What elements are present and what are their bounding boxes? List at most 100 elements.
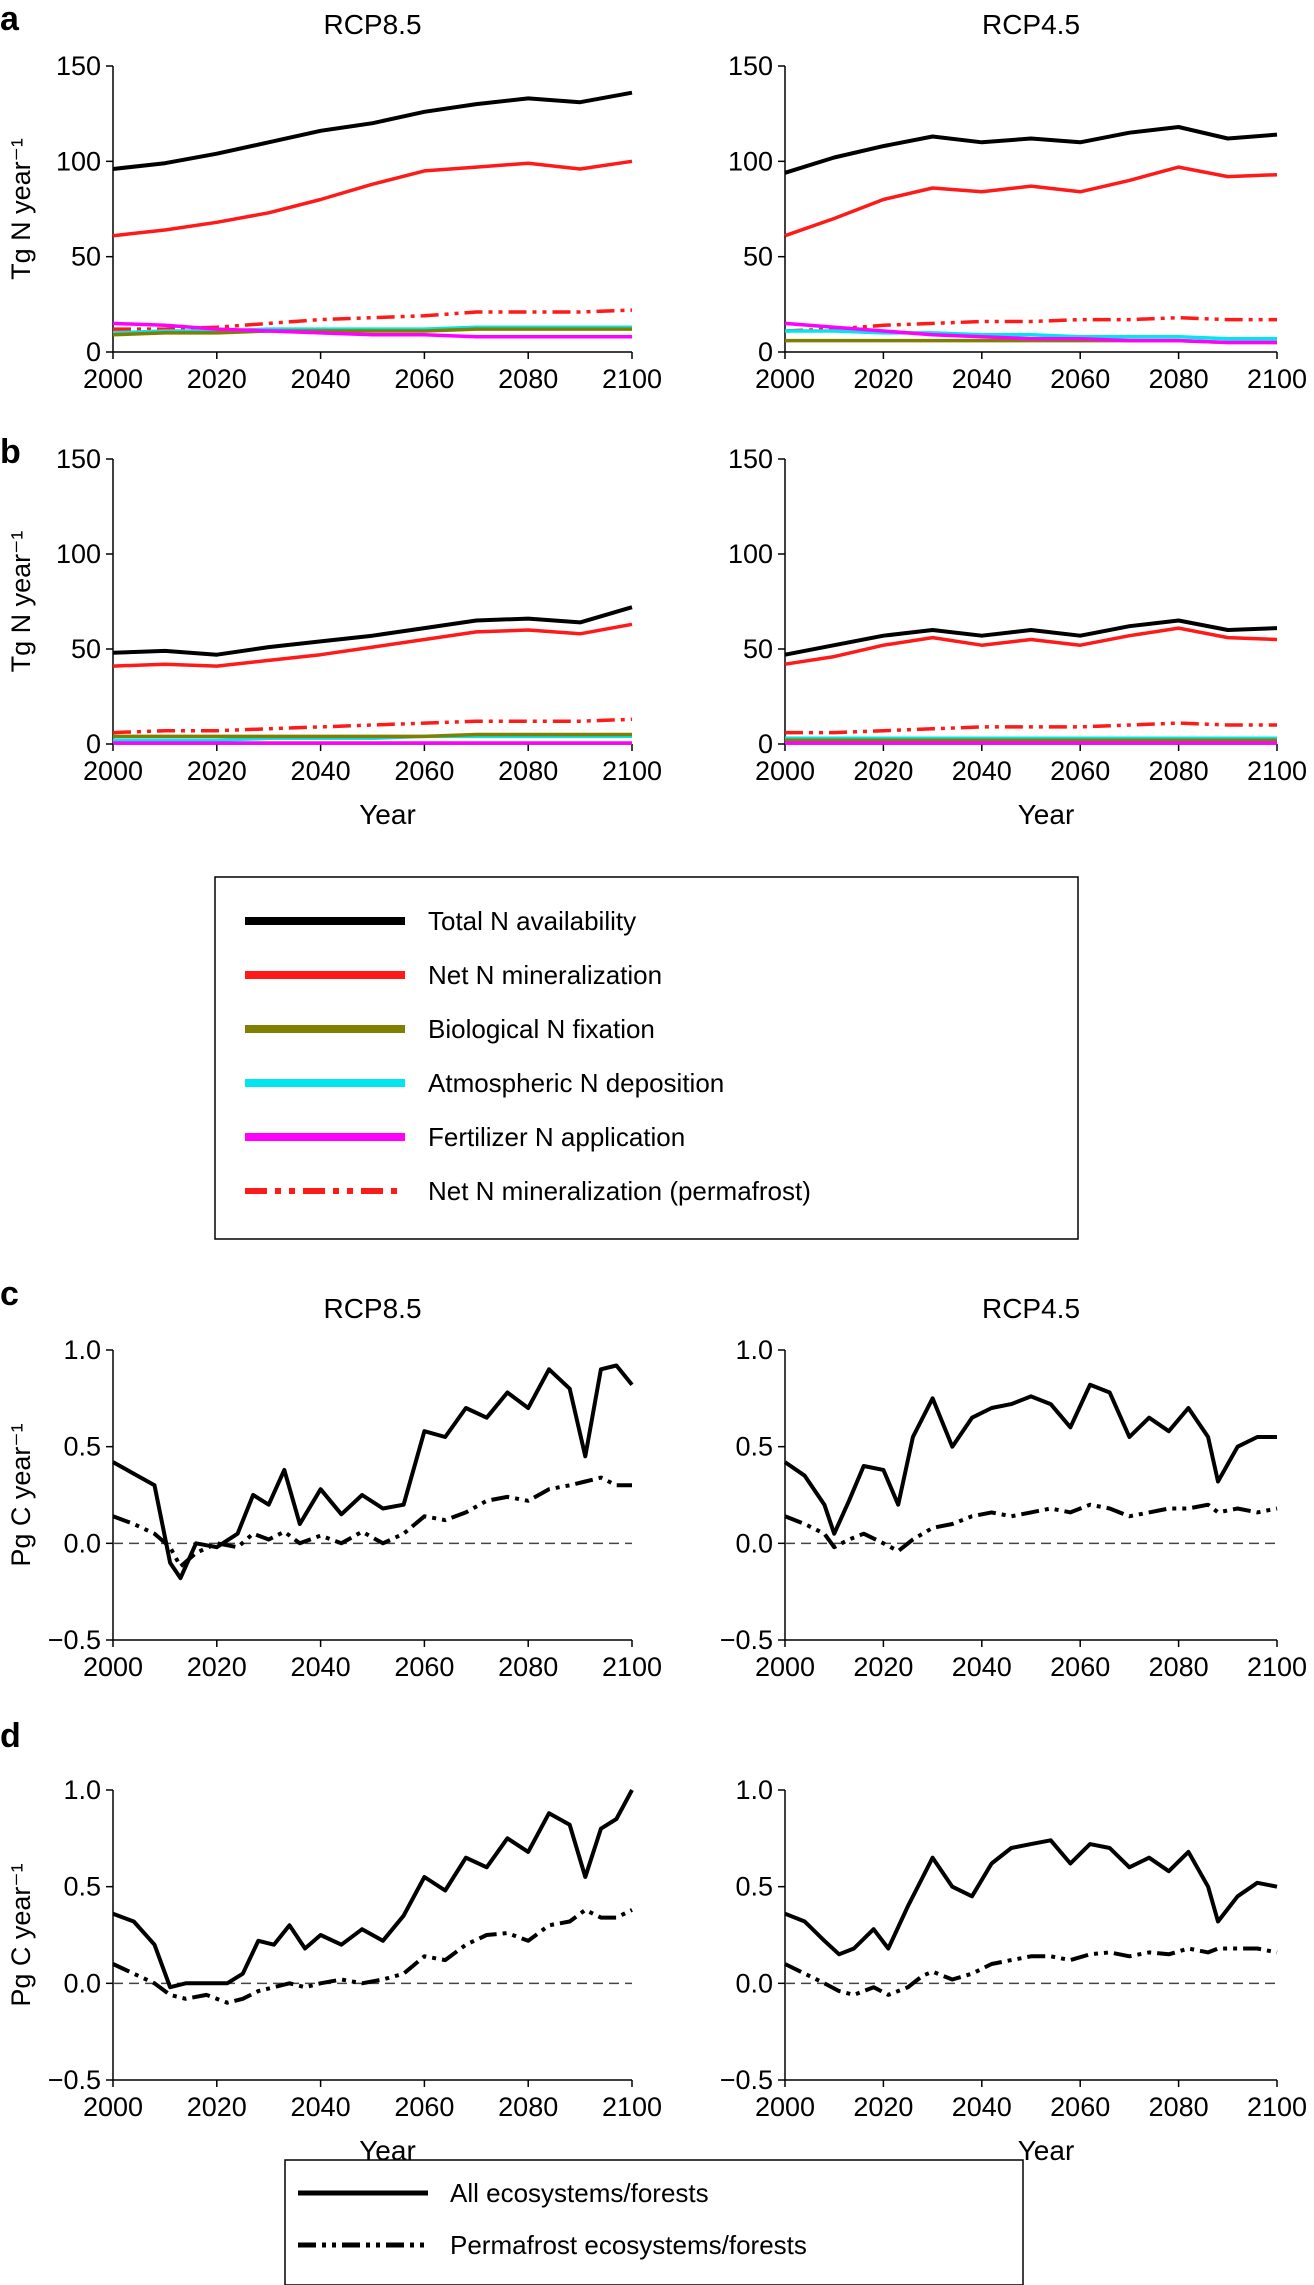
- x-tick-label: 2060: [1050, 2092, 1110, 2122]
- series-line-total: [112, 605, 633, 657]
- x-tick-label: 2100: [1247, 756, 1307, 786]
- x-tick-label: 2000: [755, 756, 815, 786]
- legend-label-total: Total N availability: [428, 906, 636, 936]
- x-tick-label: 2040: [952, 2092, 1012, 2122]
- y-tick-label: 150: [728, 51, 773, 81]
- chart-title: RCP4.5: [982, 1293, 1080, 1324]
- carbon-legend-frame: [284, 2159, 1024, 2285]
- x-tick-label: 2080: [498, 756, 558, 786]
- x-tick-label: 2040: [291, 756, 351, 786]
- x-tick-label: 2000: [83, 1652, 143, 1682]
- y-tick-label: 50: [71, 634, 101, 664]
- x-tick-label: 2000: [755, 1652, 815, 1682]
- chart-a-rcp45: 0 50 100 150 2000 2020 2040 2060 2080 2100 RCP4.5: [728, 9, 1307, 394]
- series-line-permafrost_min: [112, 717, 633, 735]
- chart-b-rcp45: 0 50 100 150 2000 2020 2040 2060 2080 2100 Year: [728, 444, 1307, 830]
- series-line-perma: [112, 1475, 632, 1569]
- x-tick-label: 2100: [602, 2092, 662, 2122]
- series-line-perma: [784, 1502, 1278, 1554]
- panel-label-b: b: [0, 433, 21, 471]
- y-tick-label: 1.0: [63, 1335, 101, 1365]
- series-line-netmin: [784, 165, 1278, 238]
- y-tick-label: 0.0: [735, 1528, 773, 1558]
- y-tick-label: −0.5: [48, 2065, 101, 2095]
- y-axis-label: Tg N year⁻¹: [6, 138, 36, 280]
- legend-label-perma: Permafrost ecosystems/forests: [450, 2230, 807, 2260]
- x-tick-label: 2060: [394, 756, 454, 786]
- series-line-permafrost_min: [113, 308, 633, 331]
- series-line-perma: [112, 1907, 633, 2005]
- x-tick-label: 2000: [83, 2092, 143, 2122]
- x-tick-label: 2020: [853, 364, 913, 394]
- x-tick-label: 2080: [498, 1652, 558, 1682]
- x-tick-label: 2020: [853, 2092, 913, 2122]
- x-tick-label: 2080: [1149, 756, 1209, 786]
- y-tick-label: 50: [71, 242, 101, 272]
- x-tick-label: 2040: [291, 1652, 351, 1682]
- x-tick-label: 2060: [394, 1652, 454, 1682]
- x-tick-label: 2020: [187, 756, 247, 786]
- series-line-bnf: [112, 327, 632, 337]
- y-tick-label: 100: [56, 146, 101, 176]
- x-axis-label: Year: [1018, 799, 1075, 830]
- series-line-fert: [784, 321, 1277, 345]
- x-tick-label: 2100: [1247, 364, 1307, 394]
- x-axis-label: Year: [359, 799, 416, 830]
- y-tick-label: 100: [56, 539, 101, 569]
- y-tick-label: 50: [743, 634, 773, 664]
- x-tick-label: 2020: [853, 756, 913, 786]
- y-tick-label: 1.0: [735, 1335, 773, 1365]
- x-tick-label: 2040: [952, 756, 1012, 786]
- y-tick-label: 0.5: [735, 1872, 773, 1902]
- y-tick-label: 150: [56, 51, 101, 81]
- x-tick-label: 2040: [291, 2092, 351, 2122]
- chart-c-rcp45: −0.5 0.0 0.5 1.0 2000 2020 2040 2060 2080 2100 RCP…: [720, 1293, 1307, 1682]
- panel-label-c: c: [0, 1275, 19, 1313]
- legend-label-bnf: Biological N fixation: [428, 1014, 655, 1044]
- nitrogen-legend: Total N availability Net N mineralization…: [214, 876, 1079, 1240]
- y-tick-label: −0.5: [48, 1625, 101, 1655]
- series-line-netmin: [112, 159, 633, 238]
- y-axis-label: Pg C year⁻¹: [6, 1863, 36, 2006]
- y-tick-label: 1.0: [735, 1775, 773, 1805]
- series-line-perma: [784, 1946, 1278, 1997]
- y-tick-label: 0.0: [735, 1968, 773, 1998]
- series-line-permafrost_min: [785, 721, 1277, 735]
- x-tick-label: 2100: [602, 1652, 662, 1682]
- chart-title: RCP8.5: [323, 9, 421, 40]
- x-tick-label: 2100: [1247, 2092, 1307, 2122]
- carbon-legend: All ecosystems/forests Permafrost ecosyst…: [284, 2159, 1024, 2285]
- x-axis-label: Year: [1018, 2135, 1075, 2166]
- x-tick-label: 2020: [853, 1652, 913, 1682]
- x-tick-label: 2040: [952, 1652, 1012, 1682]
- chart-title: RCP8.5: [323, 1293, 421, 1324]
- x-tick-label: 2080: [1149, 2092, 1209, 2122]
- y-tick-label: 0.5: [63, 1432, 101, 1462]
- x-tick-label: 2040: [952, 364, 1012, 394]
- x-tick-label: 2000: [755, 364, 815, 394]
- series-line-depo: [112, 325, 632, 335]
- series-line-all: [784, 1838, 1278, 1957]
- y-tick-label: 0.0: [63, 1968, 101, 1998]
- chart-d-rcp45: −0.5 0.0 0.5 1.0 2000 2020 2040 2060 2080 2100 Yea…: [720, 1775, 1307, 2166]
- series-line-depo: [113, 734, 632, 742]
- series-line-total: [112, 90, 633, 171]
- series-line-depo: [785, 329, 1277, 341]
- x-tick-label: 2060: [394, 2092, 454, 2122]
- x-tick-label: 2080: [498, 2092, 558, 2122]
- series-line-total: [784, 125, 1278, 175]
- y-tick-label: 0: [758, 337, 773, 367]
- x-tick-label: 2020: [187, 1652, 247, 1682]
- x-tick-label: 2020: [187, 364, 247, 394]
- x-tick-label: 2060: [394, 364, 454, 394]
- x-tick-label: 2060: [1050, 756, 1110, 786]
- series-line-all: [783, 1382, 1277, 1536]
- legend-label-all: All ecosystems/forests: [450, 2178, 709, 2208]
- x-tick-label: 2000: [83, 364, 143, 394]
- legend-label-fert: Fertilizer N application: [428, 1122, 685, 1152]
- y-tick-label: 150: [728, 444, 773, 474]
- y-tick-label: 100: [728, 539, 773, 569]
- chart-c-rcp85: −0.5 0.0 0.5 1.0 2000 2020 2040 2060 2080 2100 RCP…: [6, 1293, 662, 1682]
- series-line-permafrost_min: [784, 315, 1277, 333]
- x-tick-label: 2100: [602, 364, 662, 394]
